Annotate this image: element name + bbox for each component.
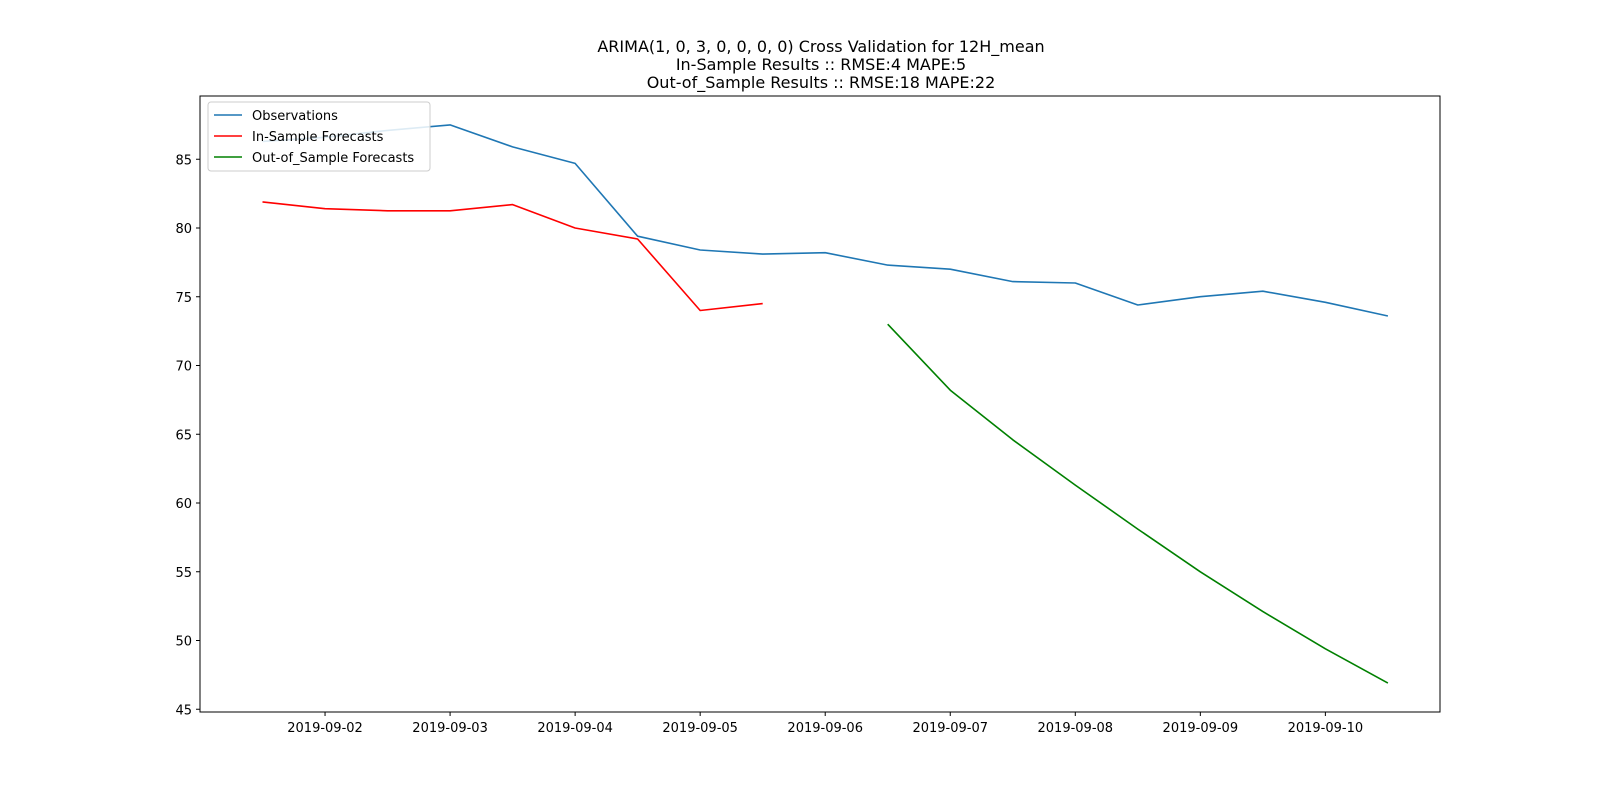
x-axis: 2019-09-02 2019-09-03 2019-09-04 2019-09-05… <box>287 712 1363 736</box>
legend-box <box>207 101 431 172</box>
x-tick-label: 2019-09-03 <box>412 721 488 736</box>
y-axis: 45 50 55 60 65 70 75 80 85 <box>175 153 200 718</box>
x-tick-label: 2019-09-06 <box>787 721 863 736</box>
chart-title-line-3: Out-of_Sample Results :: RMSE:18 MAPE:22 <box>647 73 996 93</box>
y-tick-label: 85 <box>175 153 192 168</box>
x-tick-label: 2019-09-07 <box>912 721 988 736</box>
series-line-in-sample-forecasts <box>262 201 763 312</box>
y-tick-label: 60 <box>175 497 192 512</box>
plot-area <box>199 95 1441 713</box>
chart-title-line-2: In-Sample Results :: RMSE:4 MAPE:5 <box>676 55 966 74</box>
x-tick-label: 2019-09-02 <box>287 721 363 736</box>
legend: Observations In-Sample Forecasts Out-of_Sa… <box>207 101 431 172</box>
series-layer <box>262 124 1389 684</box>
y-tick-label: 80 <box>175 222 192 237</box>
x-tick-label: 2019-09-10 <box>1288 721 1364 736</box>
y-tick-label: 75 <box>175 291 192 306</box>
x-tick-label: 2019-09-05 <box>662 721 738 736</box>
chart-title: ARIMA(1, 0, 3, 0, 0, 0, 0) Cross Validat… <box>597 37 1044 93</box>
legend-label: In-Sample Forecasts <box>252 130 384 145</box>
y-tick-label: 65 <box>175 428 192 443</box>
x-tick-label: 2019-09-08 <box>1038 721 1114 736</box>
x-tick-label: 2019-09-09 <box>1163 721 1239 736</box>
series-line-observations <box>262 124 1389 317</box>
y-tick-label: 50 <box>175 635 192 650</box>
legend-label: Out-of_Sample Forecasts <box>252 151 414 166</box>
y-tick-label: 55 <box>175 566 192 581</box>
y-tick-label: 45 <box>175 703 192 718</box>
x-tick-label: 2019-09-04 <box>537 721 613 736</box>
y-tick-label: 70 <box>175 360 192 375</box>
series-line-out-of-sample-forecasts <box>887 323 1389 684</box>
legend-label: Observations <box>252 109 338 124</box>
chart-title-line-1: ARIMA(1, 0, 3, 0, 0, 0, 0) Cross Validat… <box>597 37 1044 57</box>
